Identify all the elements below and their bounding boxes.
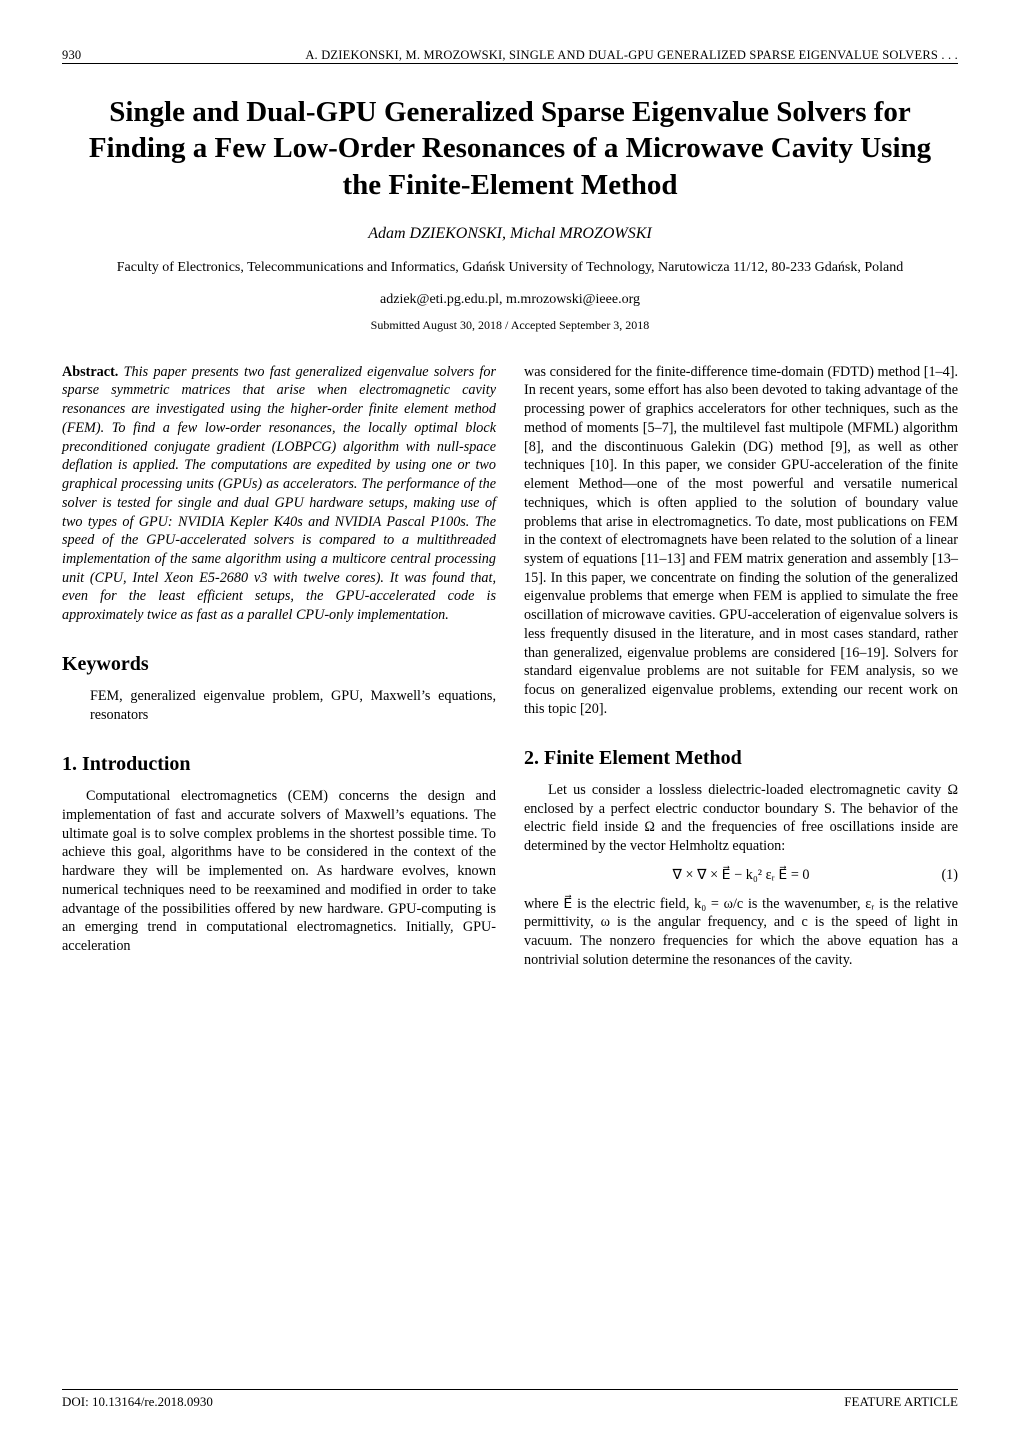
two-column-body: Abstract. This paper presents two fast g… [62,363,958,970]
equation-1-number: (1) [941,866,958,885]
paper-title: Single and Dual-GPU Generalized Sparse E… [82,94,938,203]
page-number: 930 [62,48,81,63]
right-column: was considered for the finite-difference… [524,363,958,970]
section-2-paragraph-2: where E⃗ is the electric field, k₀ = ω/c… [524,895,958,970]
running-head-text: A. DZIEKONSKI, M. MROZOWSKI, SINGLE AND … [305,48,958,63]
affiliation: Faculty of Electronics, Telecommunicatio… [102,259,918,278]
keywords-text: FEM, generalized eigenvalue problem, GPU… [62,687,496,724]
section-2-heading: 2. Finite Element Method [524,745,958,771]
header-rule [62,63,958,64]
section-1-paragraph-1-continued: was considered for the finite-difference… [524,363,958,719]
section-1-heading: 1. Introduction [62,751,496,777]
left-column: Abstract. This paper presents two fast g… [62,363,496,970]
page: 930 A. DZIEKONSKI, M. MROZOWSKI, SINGLE … [0,0,1020,1442]
authors: Adam DZIEKONSKI, Michal MROZOWSKI [62,225,958,243]
abstract-label: Abstract. [62,364,118,380]
footer-label: FEATURE ARTICLE [844,1394,958,1410]
section-1-paragraph-1: Computational electromagnetics (CEM) con… [62,787,496,956]
footer-rule [62,1389,958,1390]
author-emails: adziek@eti.pg.edu.pl, m.mrozowski@ieee.o… [62,292,958,308]
abstract-text: This paper presents two fast generalized… [62,364,496,624]
page-footer: DOI: 10.13164/re.2018.0930 FEATURE ARTIC… [62,1389,958,1410]
equation-1-body: ∇ × ∇ × E⃗ − k₀² εᵣ E⃗ = 0 [673,867,810,883]
equation-1: ∇ × ∇ × E⃗ − k₀² εᵣ E⃗ = 0 (1) [524,866,958,885]
keywords-heading: Keywords [62,651,496,677]
submission-dates: Submitted August 30, 2018 / Accepted Sep… [62,318,958,333]
section-2-paragraph-1: Let us consider a lossless dielectric-lo… [524,781,958,856]
footer-doi: DOI: 10.13164/re.2018.0930 [62,1394,213,1410]
abstract: Abstract. This paper presents two fast g… [62,363,496,625]
